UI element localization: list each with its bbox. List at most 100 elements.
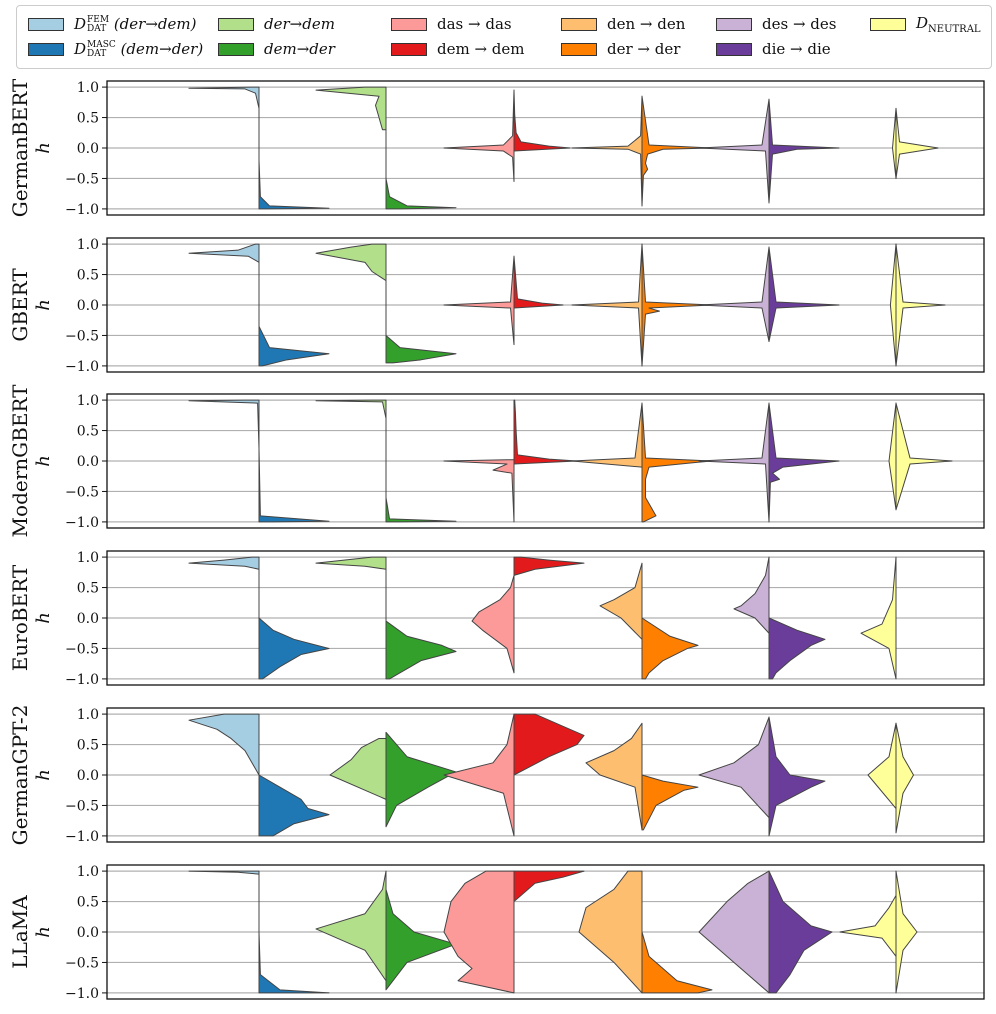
y-tick-label: 1.0	[77, 237, 99, 253]
violin-derder-right	[641, 774, 699, 831]
violin-neutral-left	[867, 722, 897, 809]
legend-swatch-derdem	[218, 17, 254, 31]
legend-label-masc: D MASC DAT (dem→der)	[74, 39, 204, 59]
legend-item-demder: dem→der	[218, 39, 335, 59]
violin-demdem-right	[513, 89, 571, 152]
legend-label-dasdas: das → das	[437, 15, 512, 33]
y-tick-label: 0.5	[77, 895, 99, 911]
violin-denden-left	[571, 402, 643, 468]
violin-denden-left	[585, 722, 643, 831]
violin-neutral-left	[889, 243, 897, 367]
legend-item-dasdas: das → das	[391, 14, 512, 34]
y-tick-label: 0.0	[77, 611, 99, 627]
y-tick-label: −0.5	[65, 955, 99, 971]
legend-label-neutral: DNEUTRAL	[916, 13, 981, 35]
y-tick-label: −1.0	[65, 986, 99, 1002]
violin-denden-left	[599, 562, 643, 640]
violin-denden-left	[571, 243, 643, 367]
violin-derdem-left	[315, 86, 387, 131]
y-tick-label: 0.5	[77, 738, 99, 754]
legend-label-diedie: die → die	[762, 40, 831, 58]
y-axis-symbol: h	[33, 455, 54, 467]
legend-swatch-derder	[561, 42, 597, 56]
legend-item-diedie: die → die	[716, 39, 831, 59]
violin-masc-right	[258, 448, 330, 523]
panel-model-label: GermanBERT	[8, 78, 32, 217]
legend-item-neutral: DNEUTRAL	[870, 13, 981, 35]
legend-label-demder: dem→der	[264, 40, 335, 58]
panel-model-label: LLaMA	[8, 895, 32, 969]
legend-label-fem: D FEM DAT (der→dem)	[74, 14, 197, 34]
violin-demder-right	[385, 334, 457, 364]
violin-derdem-left	[315, 556, 387, 570]
violin-derder-right	[641, 402, 713, 523]
y-tick-label: 0.5	[77, 111, 99, 127]
violin-diedie-right	[768, 98, 840, 204]
y-tick-label: −1.0	[65, 359, 99, 375]
violin-demdem-right	[513, 713, 585, 776]
violin-desdes-left	[698, 716, 770, 819]
legend-item-derdem: der→dem	[218, 14, 335, 34]
violin-diedie-right	[768, 402, 840, 523]
violin-fem-left	[188, 399, 260, 450]
violin-derdem-left	[329, 737, 387, 800]
violin-dasdas-left	[443, 89, 515, 182]
violin-derdem-left	[315, 870, 387, 982]
panel-llama: 1.0 0.5 0.0 −0.5 −1.0 LLaMA h	[8, 864, 985, 1002]
y-tick-label: 1.0	[77, 393, 99, 409]
panel-germangpt-2: 1.0 0.5 0.0 −0.5 −1.0 GermanGPT-2 h	[8, 705, 985, 846]
legend-swatch-desdes	[716, 17, 752, 31]
violin-neutral-left	[892, 107, 897, 179]
violin-fem-left	[188, 86, 260, 109]
violin-denden-left	[571, 95, 643, 207]
violin-demder-right	[385, 620, 457, 680]
y-tick-label: 0.0	[77, 141, 99, 157]
legend-swatch-demdem	[391, 42, 427, 56]
violin-neutral-left	[839, 894, 897, 957]
violin-diedie-right	[768, 246, 840, 343]
panel-model-label: ModernGBERT	[8, 384, 32, 538]
legend-label-derder: der → der	[607, 40, 681, 58]
violin-masc-right	[258, 159, 330, 210]
y-tick-label: −1.0	[65, 829, 99, 845]
violin-masc-right	[258, 617, 330, 680]
violin-dasdas-left	[443, 870, 515, 994]
violin-demdem-right	[513, 399, 578, 465]
y-tick-label: 0.0	[77, 768, 99, 784]
violin-desdes-left	[698, 870, 770, 994]
y-tick-label: 1.0	[77, 864, 99, 880]
y-tick-label: 0.5	[77, 268, 99, 284]
y-tick-label: 1.0	[77, 550, 99, 566]
violin-fem-left	[188, 243, 260, 263]
y-tick-label: −1.0	[65, 672, 99, 688]
violin-demder-right	[385, 177, 457, 210]
y-tick-label: 0.0	[77, 298, 99, 314]
y-tick-label: 1.0	[77, 707, 99, 723]
violin-fem-left	[188, 870, 260, 875]
y-tick-label: −0.5	[65, 484, 99, 500]
violin-derder-right	[641, 95, 713, 207]
violin-demder-right	[385, 497, 457, 523]
y-tick-label: −1.0	[65, 515, 99, 531]
legend-item-denden: den → den	[561, 14, 685, 34]
legend-swatch-diedie	[716, 42, 752, 56]
violin-derder-right	[641, 243, 713, 367]
y-axis-symbol: h	[33, 612, 54, 624]
y-tick-label: 0.5	[77, 424, 99, 440]
legend-swatch-dasdas	[391, 17, 427, 31]
violin-demder-right	[385, 731, 457, 828]
violin-denden-left	[578, 870, 643, 994]
panel-model-label: GermanGPT-2	[8, 705, 32, 846]
legend-item-masc: D MASC DAT (dem→der)	[28, 39, 203, 59]
violin-demdem-right	[513, 870, 585, 903]
violin-desdes-left	[733, 556, 770, 634]
legend-item-derder: der → der	[561, 39, 680, 59]
violin-desdes-left	[698, 98, 770, 204]
legend-swatch-demder	[218, 42, 254, 56]
y-axis-symbol: h	[33, 926, 54, 938]
legend-item-demdem: dem → dem	[391, 39, 525, 59]
panel-gbert: 1.0 0.5 0.0 −0.5 −1.0 GBERT h	[8, 237, 985, 375]
violin-demder-right	[385, 888, 457, 991]
legend-label-derdem: der→dem	[264, 15, 335, 33]
